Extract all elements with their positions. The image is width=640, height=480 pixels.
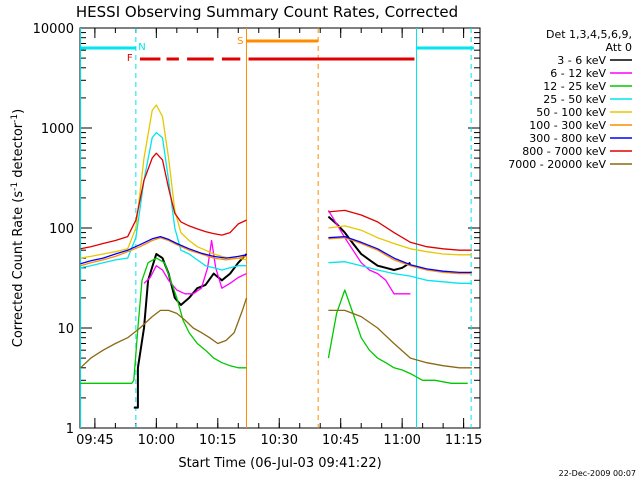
y-tick-labels: 1 10 100 1000 10000 [33,22,74,437]
y-tick-label: 1000 [41,122,74,137]
marker-label: S [237,36,243,47]
x-tick-label: 09:45 [76,433,113,448]
footer-date: 22-Dec-2009 00:07 [559,469,636,478]
legend-label: 100 - 300 keV [529,119,606,132]
chart-title: HESSI Observing Summary Count Rates, Cor… [76,3,458,21]
series-line-5 [80,237,472,275]
observing-markers: N S F [80,28,474,428]
x-tick-labels: 09:45 10:00 10:15 10:30 10:45 11:00 11:15 [76,433,482,448]
series-line-3 [80,131,472,284]
y-tick-label: 100 [49,222,74,237]
legend-header-1: Det 1,3,4,5,6,9, [546,28,632,41]
y-axis-label: Corrected Count Rate (s-1 detector-1) [10,109,26,347]
legend-label: 300 - 800 keV [529,132,606,145]
x-tick-label: 10:00 [138,433,175,448]
x-tick-label: 10:30 [261,433,298,448]
legend-header-2: Att 0 [606,41,632,54]
axis-ticks [80,27,480,429]
plot-frame [79,27,481,429]
series-line-6 [80,235,472,274]
y-tick-label: 1 [66,422,74,437]
legend-label: 6 - 12 keV [550,67,606,80]
legend-label: 3 - 6 keV [557,54,606,67]
x-tick-label: 10:15 [199,433,236,448]
series-line-4 [80,104,472,261]
series-line-2 [80,257,468,384]
legend-label: 25 - 50 keV [543,93,606,106]
x-tick-label: 11:00 [383,433,420,448]
legend-label: 7000 - 20000 keV [508,158,606,171]
series-line-7 [80,152,472,251]
marker-label: N [138,42,145,53]
legend-label: 800 - 7000 keV [522,145,606,158]
legend-label: 50 - 100 keV [536,106,606,119]
x-tick-label: 10:45 [322,433,359,448]
data-series [80,104,472,409]
x-tick-label: 11:15 [445,433,482,448]
series-line-1 [143,210,411,295]
marker-label: F [127,53,133,64]
legend-label: 12 - 25 keV [543,80,606,93]
x-axis-label: Start Time (06-Jul-03 09:41:22) [178,456,381,471]
series-line-8 [80,297,472,369]
y-tick-label: 10 [57,322,74,337]
y-tick-label: 10000 [33,22,74,37]
